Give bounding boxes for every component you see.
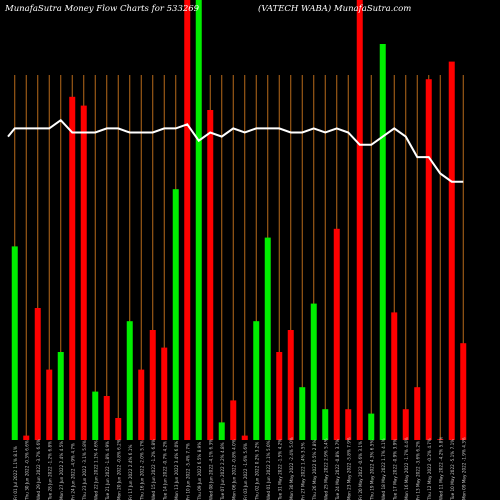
bar xyxy=(460,343,467,440)
bar xyxy=(92,391,99,440)
bar xyxy=(126,321,133,440)
bar xyxy=(322,409,329,440)
x-tick-label: Fri 10 Jun 2022 -5.4% 7.7% xyxy=(185,443,190,500)
x-tick-label: Tue 10 May 2022 -5.1% 7.1% xyxy=(450,439,455,500)
bar xyxy=(437,439,444,440)
x-tick-label: Thu 16 Jun 2022 -2.0% 5.7% xyxy=(139,440,144,500)
bar xyxy=(184,0,191,440)
bar xyxy=(34,308,41,440)
bar xyxy=(379,44,386,440)
bar xyxy=(172,189,179,440)
x-tick-label: Thu 30 Jun 2022 -0.3% 6.6% xyxy=(24,440,29,500)
x-tick-label: Fri 13 May 2022 -3.6% 6.2% xyxy=(415,441,420,500)
bar xyxy=(149,330,156,440)
x-tick-label: Wed 11 May 2022 -4.2% 5.8% xyxy=(438,437,443,500)
bar xyxy=(11,246,18,440)
x-tick-label: Tue 28 Jun 2022 -1.2% 6.8% xyxy=(47,441,52,500)
x-tick-label: Mon 09 May 2022 -1.9% 4.3% xyxy=(461,437,466,500)
chart-subtitle: (VATECH WABA) MunafaSutra.com xyxy=(258,4,412,14)
x-tick-label: Fri 27 May 2022 1.4% 3.5% xyxy=(300,442,305,500)
x-tick-label: Mon 27 Jun 2022 2.4% 4.5% xyxy=(59,441,64,500)
x-tick-label: Wed 29 Jun 2022 -3.7% 6.6% xyxy=(36,439,41,500)
bar xyxy=(391,312,398,440)
chart-line xyxy=(7,118,464,183)
bar xyxy=(23,435,30,440)
bar xyxy=(333,228,340,440)
x-tick-label: Mon 16 May 2022 -1.7% 4.4% xyxy=(404,437,409,500)
chart-bars xyxy=(11,0,467,441)
money-flow-line xyxy=(7,118,464,183)
x-tick-label: Tue 14 Jun 2022 -0.7% 4.2% xyxy=(162,441,167,500)
bar xyxy=(230,400,237,440)
x-tick-label: Mon 30 May 2022 -2.4% 5.0% xyxy=(289,437,294,500)
x-tick-label: Mon 06 Jun 2022 -0.8% 4.0% xyxy=(231,439,236,500)
chart-title: MunafaSutra Money Flow Charts for 533269 xyxy=(5,4,200,14)
x-tick-label: Thu 12 May 2022 -0.2% 4.7% xyxy=(427,438,432,500)
bar xyxy=(264,237,271,440)
bar xyxy=(276,352,283,440)
x-axis-labels: Fri 01 Jul 2022 1.1% 8.1% Thu 30 Jun 2022… xyxy=(13,437,467,500)
x-tick-label: Mon 23 May 2022 -5.8% 7.9% xyxy=(346,437,351,500)
x-tick-label: Fri 03 Jun 2022 -1.6% 5.6% xyxy=(243,443,248,500)
bar xyxy=(356,0,363,440)
bar xyxy=(103,396,110,440)
x-tick-label: Fri 01 Jul 2022 1.1% 8.1% xyxy=(13,446,18,500)
x-tick-label: Thu 26 May 2022 0.5% 2.8% xyxy=(312,440,317,500)
x-tick-label: Fri 24 Jun 2022 -4.9% 4.7% xyxy=(70,443,75,500)
x-tick-label: Thu 23 Jun 2022 -3.1% 5.8% xyxy=(82,440,87,500)
bar xyxy=(138,369,145,440)
bar xyxy=(425,79,432,440)
bar xyxy=(241,435,248,440)
bar xyxy=(207,110,214,440)
bar xyxy=(115,418,122,440)
x-tick-label: Tue 31 May 2022 -1.5% 4.2% xyxy=(277,439,282,500)
x-tick-label: Wed 01 Jun 2022 2.1% 5.0% xyxy=(266,440,271,500)
bar xyxy=(402,409,409,440)
bar xyxy=(218,422,225,440)
bar xyxy=(80,105,87,440)
bar xyxy=(368,413,375,440)
x-tick-label: Wed 18 May 2022 1.7% 4.1% xyxy=(381,438,386,500)
bar xyxy=(57,352,64,440)
bar xyxy=(345,409,352,440)
x-tick-label: Wed 15 Jun 2022 -1.2% 6.8% xyxy=(151,439,156,500)
x-tick-label: Tue 21 Jun 2022 -1.8% 4.9% xyxy=(105,441,110,500)
x-tick-label: Thu 19 May 2022 4.3% 6.5% xyxy=(369,440,374,500)
x-tick-label: Tue 17 May 2022 -0.9% 3.9% xyxy=(392,439,397,500)
bar xyxy=(69,96,76,441)
x-tick-label: Mon 20 Jun 2022 -0.8% 6.2% xyxy=(116,439,121,500)
bar xyxy=(448,61,455,440)
x-tick-label: Mon 13 Jun 2022 3.4% 6.0% xyxy=(174,441,179,500)
bar xyxy=(161,347,168,440)
bar xyxy=(287,330,294,440)
bar xyxy=(46,369,53,440)
x-tick-label: Thu 02 Jun 2022 0.2% 3.2% xyxy=(254,442,259,500)
x-tick-label: Thu 09 Jun 2022 6.5% 8.9% xyxy=(197,442,202,500)
x-tick-label: Wed 22 Jun 2022 1.1% 4.6% xyxy=(93,440,98,500)
bar xyxy=(414,387,421,440)
bar xyxy=(195,0,202,440)
x-tick-label: Tue 24 May 2022 -0.8% 3.7% xyxy=(335,439,340,500)
x-tick-label: Wed 08 Jun 2022 -4.1% 6.3% xyxy=(208,439,213,500)
x-tick-label: Wed 25 May 2022 2.9% 5.4% xyxy=(323,438,328,500)
bar xyxy=(299,387,306,440)
x-tick-label: Fri 17 Jun 2022 2.4% 6.1% xyxy=(128,445,133,500)
x-tick-label: Fri 20 May 2022 -0.6% 3.1% xyxy=(358,441,363,500)
bar xyxy=(253,321,260,440)
x-tick-label: Tue 07 Jun 2022 2.2% 4.8% xyxy=(220,442,225,500)
bar xyxy=(310,303,317,440)
